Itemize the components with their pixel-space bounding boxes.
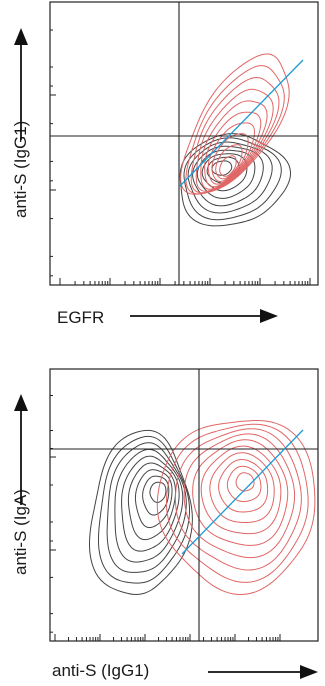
- panel-2-frame: [49, 368, 319, 642]
- contour-level: [114, 448, 184, 563]
- contour-level: [106, 442, 187, 573]
- contour-level: [204, 111, 262, 188]
- contour-level: [156, 420, 316, 596]
- panel-1-x-arrow: [130, 309, 278, 323]
- contour-level: [201, 153, 248, 192]
- contour-level: [88, 429, 193, 595]
- contour-level: [174, 428, 302, 571]
- panel-2-y-arrow: [14, 394, 28, 505]
- contour-level: [219, 155, 237, 177]
- contour-level: [211, 133, 249, 182]
- contour-level: [200, 100, 268, 190]
- panel-2-xlabel: anti-S (IgG1): [52, 661, 149, 680]
- contour-level: [218, 458, 269, 513]
- panel-2-x-arrow: [208, 665, 318, 679]
- panel-2: anti-S (IgA) anti-S (IgG1): [11, 368, 319, 680]
- panel-1-contours-population-2: [180, 53, 290, 195]
- contour-level: [179, 133, 291, 227]
- panel-1: anti-S (IgG1) EGFR: [11, 1, 319, 327]
- contour-level: [192, 145, 264, 207]
- contour-level: [127, 462, 177, 541]
- panel-2-diagonal-line: [181, 429, 304, 555]
- contour-level: [235, 472, 255, 492]
- panel-1-ylabel: anti-S (IgG1): [11, 121, 30, 218]
- contour-level: [183, 433, 296, 559]
- contour-level: [209, 452, 275, 523]
- contour-level: [192, 439, 289, 546]
- panel-1-frame: [49, 1, 319, 286]
- panel-2-ylabel: anti-S (IgA): [11, 489, 30, 575]
- panel-2-ticks: [50, 368, 281, 642]
- contour-level: [142, 475, 170, 516]
- contour-level: [97, 435, 191, 584]
- panel-1-y-arrow: [14, 28, 28, 140]
- contour-level: [134, 469, 173, 529]
- panel-1-diagonal-line: [179, 59, 304, 187]
- panel-1-contours-population-1: [179, 133, 291, 227]
- contour-level: [207, 122, 255, 185]
- contour-level: [196, 149, 256, 199]
- panel-1-xlabel: EGFR: [57, 308, 104, 327]
- contour-level: [215, 144, 243, 180]
- panel-2-contours-population-2: [156, 420, 316, 596]
- panel-1-ticks: [50, 1, 311, 286]
- contour-level: [165, 423, 309, 583]
- contour-level: [226, 465, 262, 503]
- contour-level: [187, 141, 273, 214]
- contour-level: [149, 481, 167, 504]
